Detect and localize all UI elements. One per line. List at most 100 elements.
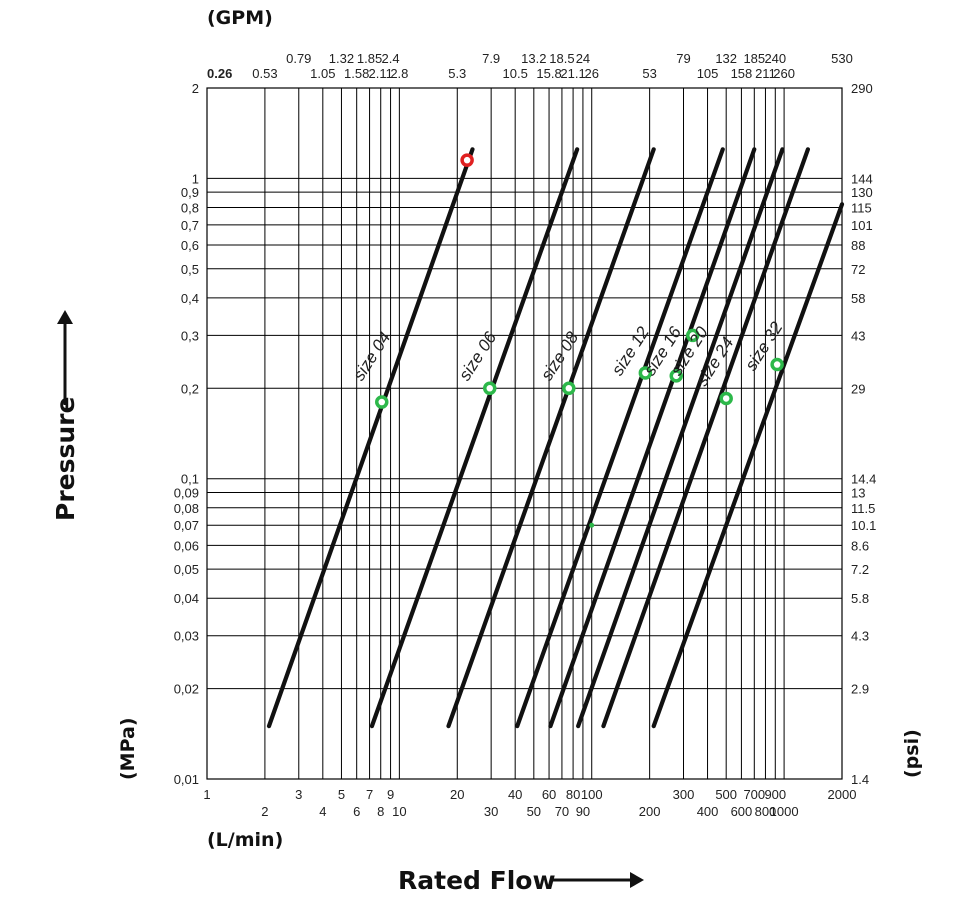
x-tick-label: 8 — [377, 804, 384, 819]
gpm-tick-label: 24 — [576, 51, 590, 66]
x-tick-label: 300 — [673, 787, 695, 802]
gpm-tick-label: 13.2 — [521, 51, 546, 66]
y-tick-label: 0,08 — [174, 501, 199, 516]
psi-tick-label: 88 — [851, 238, 865, 253]
x-tick-label: 600 — [731, 804, 753, 819]
psi-tick-label: 8.6 — [851, 538, 869, 553]
x-tick-label: 1000 — [770, 804, 799, 819]
x-tick-label: 50 — [527, 804, 541, 819]
gpm-tick-label: 158 — [731, 66, 753, 81]
x-tick-label: 30 — [484, 804, 498, 819]
psi-tick-label: 10.1 — [851, 518, 876, 533]
y-tick-label: 0,01 — [174, 772, 199, 787]
pressure-arrow-head — [57, 310, 73, 324]
gpm-unit-label: (GPM) — [207, 7, 273, 29]
grid — [207, 88, 842, 779]
y-tick-label: 0,1 — [181, 472, 199, 487]
y-tick-label: 0,4 — [181, 291, 199, 306]
lmin-unit-label: (L/min) — [207, 829, 283, 851]
series-line — [576, 147, 785, 729]
psi-tick-label: 1.4 — [851, 772, 869, 787]
gpm-tick-label: 2.8 — [390, 66, 408, 81]
series-label: size 08 — [537, 328, 582, 384]
gpm-tick-label: 79 — [676, 51, 690, 66]
gpm-tick-label: 260 — [773, 66, 795, 81]
y-tick-label: 0,05 — [174, 562, 199, 577]
psi-tick-label: 13 — [851, 485, 865, 500]
gpm-tick-label: 53 — [642, 66, 656, 81]
gpm-tick-label: 1.85 — [357, 51, 382, 66]
gpm-tick-label: 26 — [584, 66, 598, 81]
y-tick-label: 0,06 — [174, 538, 199, 553]
y-tick-label: 0,2 — [181, 381, 199, 396]
gpm-tick-label: 1.32 — [329, 51, 354, 66]
y-tick-label: 0,03 — [174, 629, 199, 644]
series-marker — [638, 366, 653, 380]
psi-tick-label: 43 — [851, 328, 865, 343]
y-tick-label: 0,8 — [181, 201, 199, 216]
series-line — [266, 147, 475, 729]
gpm-tick-label: 2.11 — [369, 66, 393, 81]
series-line — [369, 147, 580, 729]
y-tick-label: 2 — [192, 81, 199, 96]
rated-flow-axis-title: Rated Flow — [398, 866, 644, 895]
y-tick-label: 0,07 — [174, 518, 199, 533]
x-tick-label: 400 — [697, 804, 719, 819]
series-line — [548, 147, 757, 729]
rated-flow-arrow-head — [630, 872, 644, 888]
gpm-tick-label: 1.05 — [310, 66, 335, 81]
gpm-tick-label: 240 — [764, 51, 786, 66]
series-label: size 06 — [455, 328, 500, 384]
psi-tick-label: 115 — [851, 201, 872, 216]
x-tick-label: 20 — [450, 787, 464, 802]
series-marker — [770, 357, 784, 372]
gpm-tick-label: 0.26 — [207, 66, 232, 81]
gpm-tick-label: 2.4 — [382, 51, 400, 66]
psi-tick-label: 29 — [851, 381, 865, 396]
psi-tick-label: 14.4 — [851, 472, 876, 487]
series-marker — [685, 328, 700, 343]
plot-frame — [206, 87, 843, 780]
x-tick-label: 200 — [639, 804, 661, 819]
gpm-tick-label: 132 — [715, 51, 737, 66]
y-tick-label: 0,09 — [174, 485, 199, 500]
psi-tick-label: 7.2 — [851, 562, 869, 577]
x-tick-label: 90 — [576, 804, 590, 819]
y-tick-label: 0,5 — [181, 262, 199, 277]
gpm-tick-label: 211 — [755, 66, 776, 81]
extra-point — [460, 153, 474, 167]
rated-flow-label: Rated Flow — [398, 866, 556, 895]
x-tick-label: 5 — [338, 787, 345, 802]
y-tick-label: 1 — [192, 171, 199, 186]
x-tick-label: 3 — [295, 787, 302, 802]
x-tick-label: 2 — [261, 804, 268, 819]
psi-tick-label: 58 — [851, 291, 865, 306]
psi-tick-label: 5.8 — [851, 591, 869, 606]
gpm-tick-label: 18.5 — [549, 51, 574, 66]
mpa-unit-label: (MPa) — [117, 717, 139, 780]
x-tick-label: 7 — [366, 787, 373, 802]
x-tick-label: 2000 — [828, 787, 857, 802]
gpm-tick-label: 0.53 — [252, 66, 277, 81]
extra-point — [589, 522, 595, 528]
gpm-tick-label: 21.1 — [560, 66, 585, 81]
y-tick-label: 0,3 — [181, 328, 199, 343]
x-tick-label: 800 — [755, 804, 777, 819]
gpm-tick-label: 1.58 — [344, 66, 369, 81]
x-tick-label: 80 — [566, 787, 580, 802]
x-tick-label: 40 — [508, 787, 522, 802]
series-marker — [719, 391, 733, 406]
psi-tick-label: 290 — [851, 81, 873, 96]
x-tick-label: 900 — [764, 787, 786, 802]
y-tick-label: 0,6 — [181, 238, 199, 253]
gpm-tick-label: 185 — [743, 51, 765, 66]
psi-tick-label: 4.3 — [851, 629, 869, 644]
x-tick-label: 1 — [203, 787, 210, 802]
gpm-tick-label: 5.3 — [448, 66, 466, 81]
x-tick-label: 700 — [743, 787, 765, 802]
series-marker — [482, 381, 497, 396]
x-tick-label: 100 — [581, 787, 603, 802]
